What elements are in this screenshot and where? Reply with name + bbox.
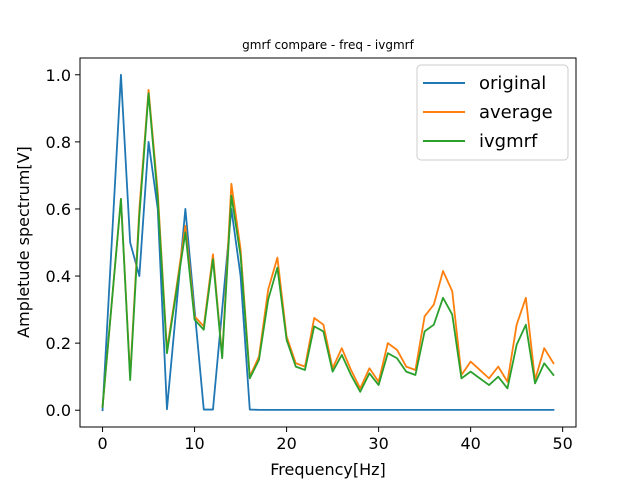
legend-label-original: original	[479, 73, 546, 94]
legend-label-average: average	[479, 102, 553, 123]
y-tick-label: 0.0	[46, 401, 71, 420]
y-tick-label: 0.4	[46, 267, 71, 286]
series-layer	[101, 73, 555, 412]
x-axis: 0 10 20 30 40 50	[97, 427, 573, 453]
legend: original average ivgmrf	[416, 64, 569, 161]
legend-label-ivgmrf: ivgmrf	[479, 131, 538, 152]
y-tick-label: 0.2	[46, 334, 71, 353]
y-tick-label: 1.0	[46, 66, 71, 85]
x-tick-label: 40	[460, 434, 480, 453]
x-tick-label: 10	[184, 434, 204, 453]
legend-box	[416, 64, 569, 161]
x-tick-label: 0	[97, 434, 107, 453]
y-axis-label: Ampletude spectrum[V]	[14, 146, 33, 338]
x-tick-label: 50	[552, 434, 572, 453]
plot-frame	[79, 57, 577, 428]
series-line-original	[101, 73, 555, 412]
x-axis-label: Frequency[Hz]	[270, 460, 386, 479]
series-line-ivgmrf	[101, 92, 555, 408]
chart-title: gmrf compare - freq - ivgmrf	[242, 38, 414, 52]
x-tick-label: 20	[276, 434, 296, 453]
x-tick-label: 30	[368, 434, 388, 453]
y-tick-label: 0.8	[46, 133, 71, 152]
y-tick-label: 0.6	[46, 200, 71, 219]
y-axis: 0.0 0.2 0.4 0.6 0.8 1.0	[46, 66, 80, 420]
